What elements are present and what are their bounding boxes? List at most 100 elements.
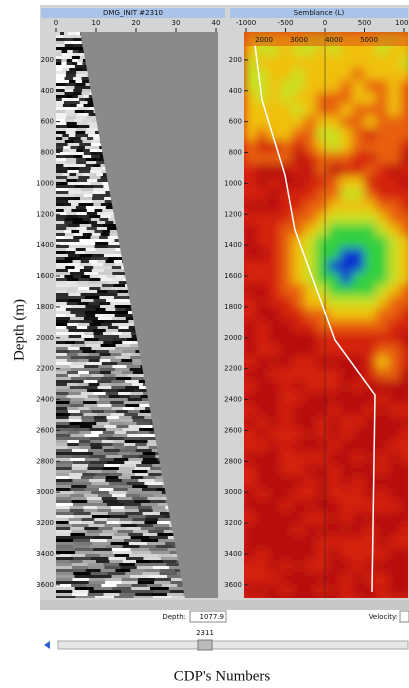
seismic-trace bbox=[127, 374, 139, 377]
seismic-trace bbox=[78, 407, 90, 410]
seismic-trace bbox=[94, 551, 113, 554]
seismic-trace bbox=[56, 395, 67, 398]
velocity-label: Velocity: bbox=[369, 613, 398, 621]
seismic-trace bbox=[56, 257, 65, 260]
semblance-cell bbox=[316, 548, 329, 561]
seismic-trace bbox=[65, 341, 75, 344]
seismic-trace bbox=[93, 329, 106, 332]
seismic-trace bbox=[70, 533, 85, 536]
semblance-cell bbox=[364, 320, 377, 333]
semblance-cell bbox=[328, 56, 341, 69]
seismic-trace bbox=[56, 407, 68, 410]
seismic-trace bbox=[102, 470, 118, 473]
seismic-trace bbox=[71, 377, 87, 380]
seismic-trace bbox=[79, 230, 87, 233]
seismic-trace bbox=[84, 266, 94, 269]
semblance-cell bbox=[316, 200, 329, 213]
seismic-trace bbox=[56, 146, 64, 149]
semblance-cell bbox=[400, 140, 409, 153]
semblance-cell bbox=[352, 452, 365, 465]
seismic-trace bbox=[87, 212, 98, 215]
seismic-trace bbox=[121, 590, 138, 593]
seismic-trace bbox=[77, 212, 88, 215]
seismic-trace bbox=[87, 485, 103, 488]
semblance-cell bbox=[400, 488, 409, 501]
seismic-trace bbox=[68, 197, 81, 200]
semblance-cell bbox=[268, 332, 281, 345]
seismic-trace bbox=[99, 311, 114, 314]
seismic-trace bbox=[111, 404, 125, 407]
semblance-cell bbox=[388, 368, 401, 381]
seismic-trace bbox=[127, 434, 142, 437]
seismic-trace bbox=[73, 539, 91, 542]
seismic-trace bbox=[162, 584, 178, 587]
seismic-trace bbox=[119, 521, 132, 524]
semblance-cell bbox=[400, 452, 409, 465]
seismic-trace bbox=[143, 452, 156, 455]
semblance-cell bbox=[376, 380, 389, 393]
seismic-trace bbox=[71, 305, 86, 308]
seismic-trace bbox=[79, 182, 91, 185]
seismic-trace bbox=[65, 233, 74, 236]
semblance-cell bbox=[316, 116, 329, 129]
seismic-trace bbox=[97, 509, 111, 512]
seismic-trace bbox=[133, 518, 146, 521]
seismic-trace bbox=[136, 449, 152, 452]
seismic-trace bbox=[107, 539, 125, 542]
seismic-trace bbox=[112, 266, 122, 269]
seismic-trace bbox=[94, 587, 113, 590]
seismic-trace bbox=[56, 164, 64, 167]
seismic-trace bbox=[88, 563, 104, 566]
seismic-trace bbox=[63, 173, 70, 176]
seismic-trace bbox=[99, 236, 108, 239]
semblance-cell bbox=[316, 176, 329, 189]
semblance-cell bbox=[352, 464, 365, 477]
semblance-cell bbox=[268, 524, 281, 537]
seismic-trace bbox=[72, 479, 89, 482]
semblance-cell bbox=[328, 272, 341, 285]
seismic-trace bbox=[91, 152, 98, 155]
seismic-trace bbox=[81, 221, 90, 224]
seismic-trace bbox=[80, 374, 92, 377]
seismic-trace bbox=[56, 341, 66, 344]
semblance-cell bbox=[376, 368, 389, 381]
seismic-trace bbox=[70, 317, 84, 320]
seismic-trace bbox=[73, 557, 91, 560]
semblance-cell bbox=[316, 248, 329, 261]
seismic-trace bbox=[106, 416, 119, 419]
semblance-cell bbox=[256, 332, 269, 345]
seismic-trace bbox=[118, 326, 129, 329]
seismic-trace bbox=[79, 170, 91, 173]
semblance-cell bbox=[328, 572, 341, 585]
seismic-trace bbox=[56, 326, 67, 329]
slider-track[interactable] bbox=[58, 641, 408, 649]
seismic-trace bbox=[73, 455, 90, 458]
seismic-trace bbox=[89, 590, 106, 593]
seismic-trace bbox=[56, 281, 67, 284]
seismic-trace bbox=[137, 590, 154, 593]
slider-thumb[interactable] bbox=[198, 640, 212, 650]
seismic-trace bbox=[114, 554, 129, 557]
semblance-cell bbox=[388, 224, 401, 237]
semblance-cell bbox=[340, 80, 353, 93]
seismic-trace bbox=[80, 101, 88, 104]
semblance-cell bbox=[280, 368, 293, 381]
seismic-trace bbox=[56, 293, 69, 296]
seismic-trace bbox=[86, 128, 97, 131]
seismic-trace bbox=[107, 461, 125, 464]
seismic-trace bbox=[123, 407, 135, 410]
seismic-trace bbox=[102, 440, 114, 443]
seismic-trace bbox=[56, 506, 70, 509]
seismic-trace bbox=[83, 422, 97, 425]
seismic-trace bbox=[153, 524, 170, 527]
seismic-trace bbox=[100, 368, 115, 371]
seismic-trace bbox=[63, 203, 71, 206]
semblance-cell bbox=[256, 200, 269, 213]
seismic-trace bbox=[135, 443, 147, 446]
seismic-trace bbox=[97, 227, 108, 230]
seismic-trace bbox=[56, 554, 71, 557]
seismic-trace bbox=[76, 83, 86, 86]
slider-arrow[interactable] bbox=[44, 641, 50, 649]
seismic-trace bbox=[104, 449, 120, 452]
seismic-trace bbox=[56, 392, 69, 395]
